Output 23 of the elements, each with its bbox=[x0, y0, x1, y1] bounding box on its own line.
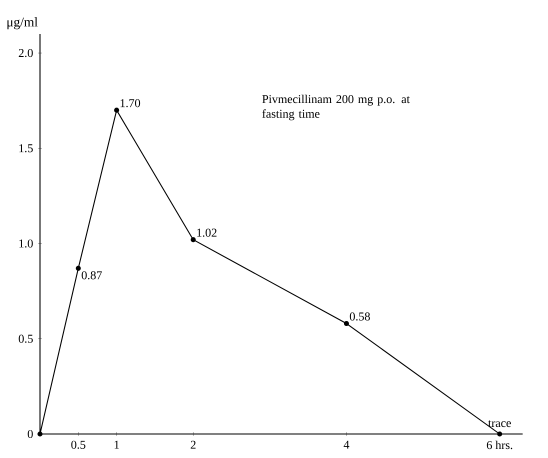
data-label: 0.87 bbox=[82, 271, 102, 280]
y-axis-title: μg/ml bbox=[7, 17, 38, 30]
point bbox=[344, 320, 349, 326]
x-tick-label: 6 hrs. bbox=[486, 440, 512, 450]
x-tick-label: 2 bbox=[190, 440, 196, 449]
y-tick-label: 1.0 bbox=[19, 239, 33, 248]
annotation: Pivmecillinam 200 mg p.o. at fasting time bbox=[262, 94, 410, 120]
data-label: trace bbox=[488, 420, 511, 428]
point bbox=[190, 237, 196, 242]
data-label: 1.70 bbox=[120, 99, 140, 108]
point bbox=[76, 266, 81, 271]
point bbox=[114, 108, 120, 113]
y-tick-label: 2.0 bbox=[18, 48, 33, 58]
x-tick-label: 1 bbox=[114, 440, 119, 449]
data-label: 1.02 bbox=[197, 228, 216, 237]
x-tick-label: 4 bbox=[344, 440, 350, 449]
y-tick-label: 0.5 bbox=[18, 334, 33, 343]
point bbox=[497, 431, 502, 437]
data-label: 0.58 bbox=[350, 312, 370, 321]
x-tick-label: 0.5 bbox=[71, 440, 86, 449]
y-tick-label: 1.5 bbox=[19, 144, 33, 152]
y-tick-label: 0 bbox=[28, 430, 33, 438]
point bbox=[37, 431, 43, 437]
